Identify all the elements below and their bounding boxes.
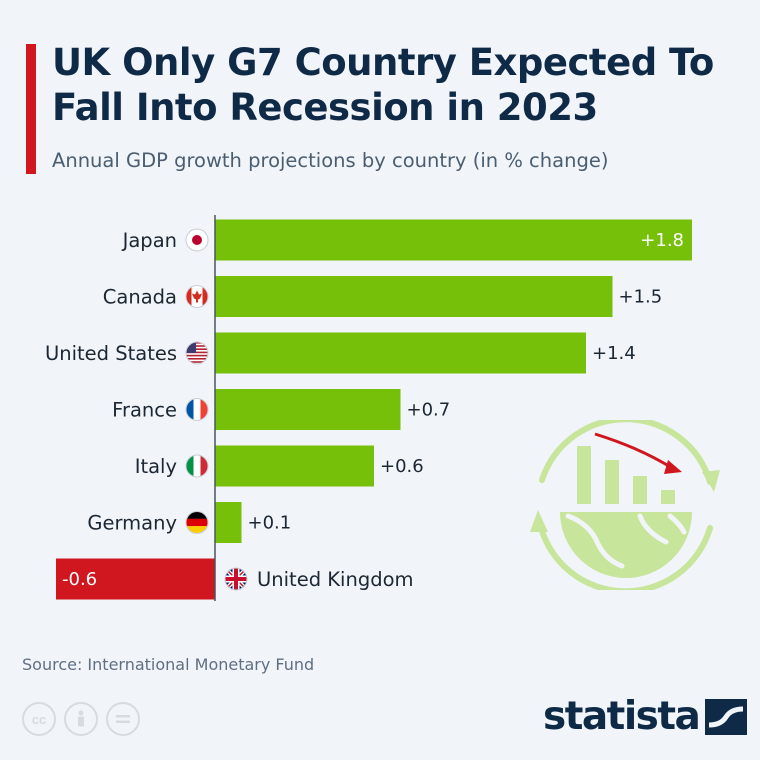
- recession-globe-icon: [530, 420, 720, 590]
- data-label: +0.1: [248, 513, 292, 534]
- category-label: United States: [45, 342, 177, 365]
- bar-germany: [215, 502, 242, 543]
- statista-logo: statista: [543, 694, 748, 739]
- bar-italy: [215, 445, 374, 487]
- chart-subtitle: Annual GDP growth projections by country…: [52, 149, 609, 172]
- category-label: Japan: [121, 229, 177, 252]
- equals-icon: [106, 702, 140, 736]
- license-icons: cc: [22, 702, 140, 736]
- cc-icon: cc: [22, 702, 56, 736]
- data-label: +1.5: [619, 287, 663, 308]
- data-label: +1.4: [592, 343, 636, 364]
- chart-title: UK Only G7 Country Expected To Fall Into…: [52, 41, 714, 129]
- us-flag-icon: [185, 341, 209, 365]
- title-accent-bar: [26, 44, 36, 174]
- bar-united-kingdom: [56, 558, 215, 600]
- data-label: -0.6: [62, 569, 97, 590]
- france-flag-icon: [185, 398, 209, 421]
- germany-flag-icon: [185, 511, 209, 534]
- category-label: United Kingdom: [257, 568, 414, 591]
- statista-mark-icon: [705, 698, 748, 735]
- bar-united-states: [215, 332, 586, 374]
- canada-flag-icon: [185, 285, 209, 308]
- bar-chart: +1.8 Japan +1.5 Canada +1.4 United States +0.7…: [45, 215, 692, 601]
- data-label: +0.7: [407, 400, 451, 421]
- category-label: France: [112, 399, 177, 422]
- bar-france: [215, 389, 401, 430]
- person-icon: [64, 702, 98, 736]
- category-label: Germany: [87, 512, 177, 535]
- category-label: Canada: [103, 286, 177, 309]
- brand-name: statista: [543, 694, 701, 739]
- data-label: +1.8: [640, 230, 684, 251]
- japan-flag-icon: [185, 228, 209, 252]
- bar-japan: [215, 219, 692, 261]
- uk-flag-icon: [224, 567, 248, 591]
- category-label: Italy: [135, 455, 177, 478]
- italy-flag-icon: [185, 454, 209, 478]
- bar-canada: [215, 276, 613, 317]
- source-note: Source: International Monetary Fund: [22, 655, 315, 674]
- data-label: +0.6: [380, 456, 424, 477]
